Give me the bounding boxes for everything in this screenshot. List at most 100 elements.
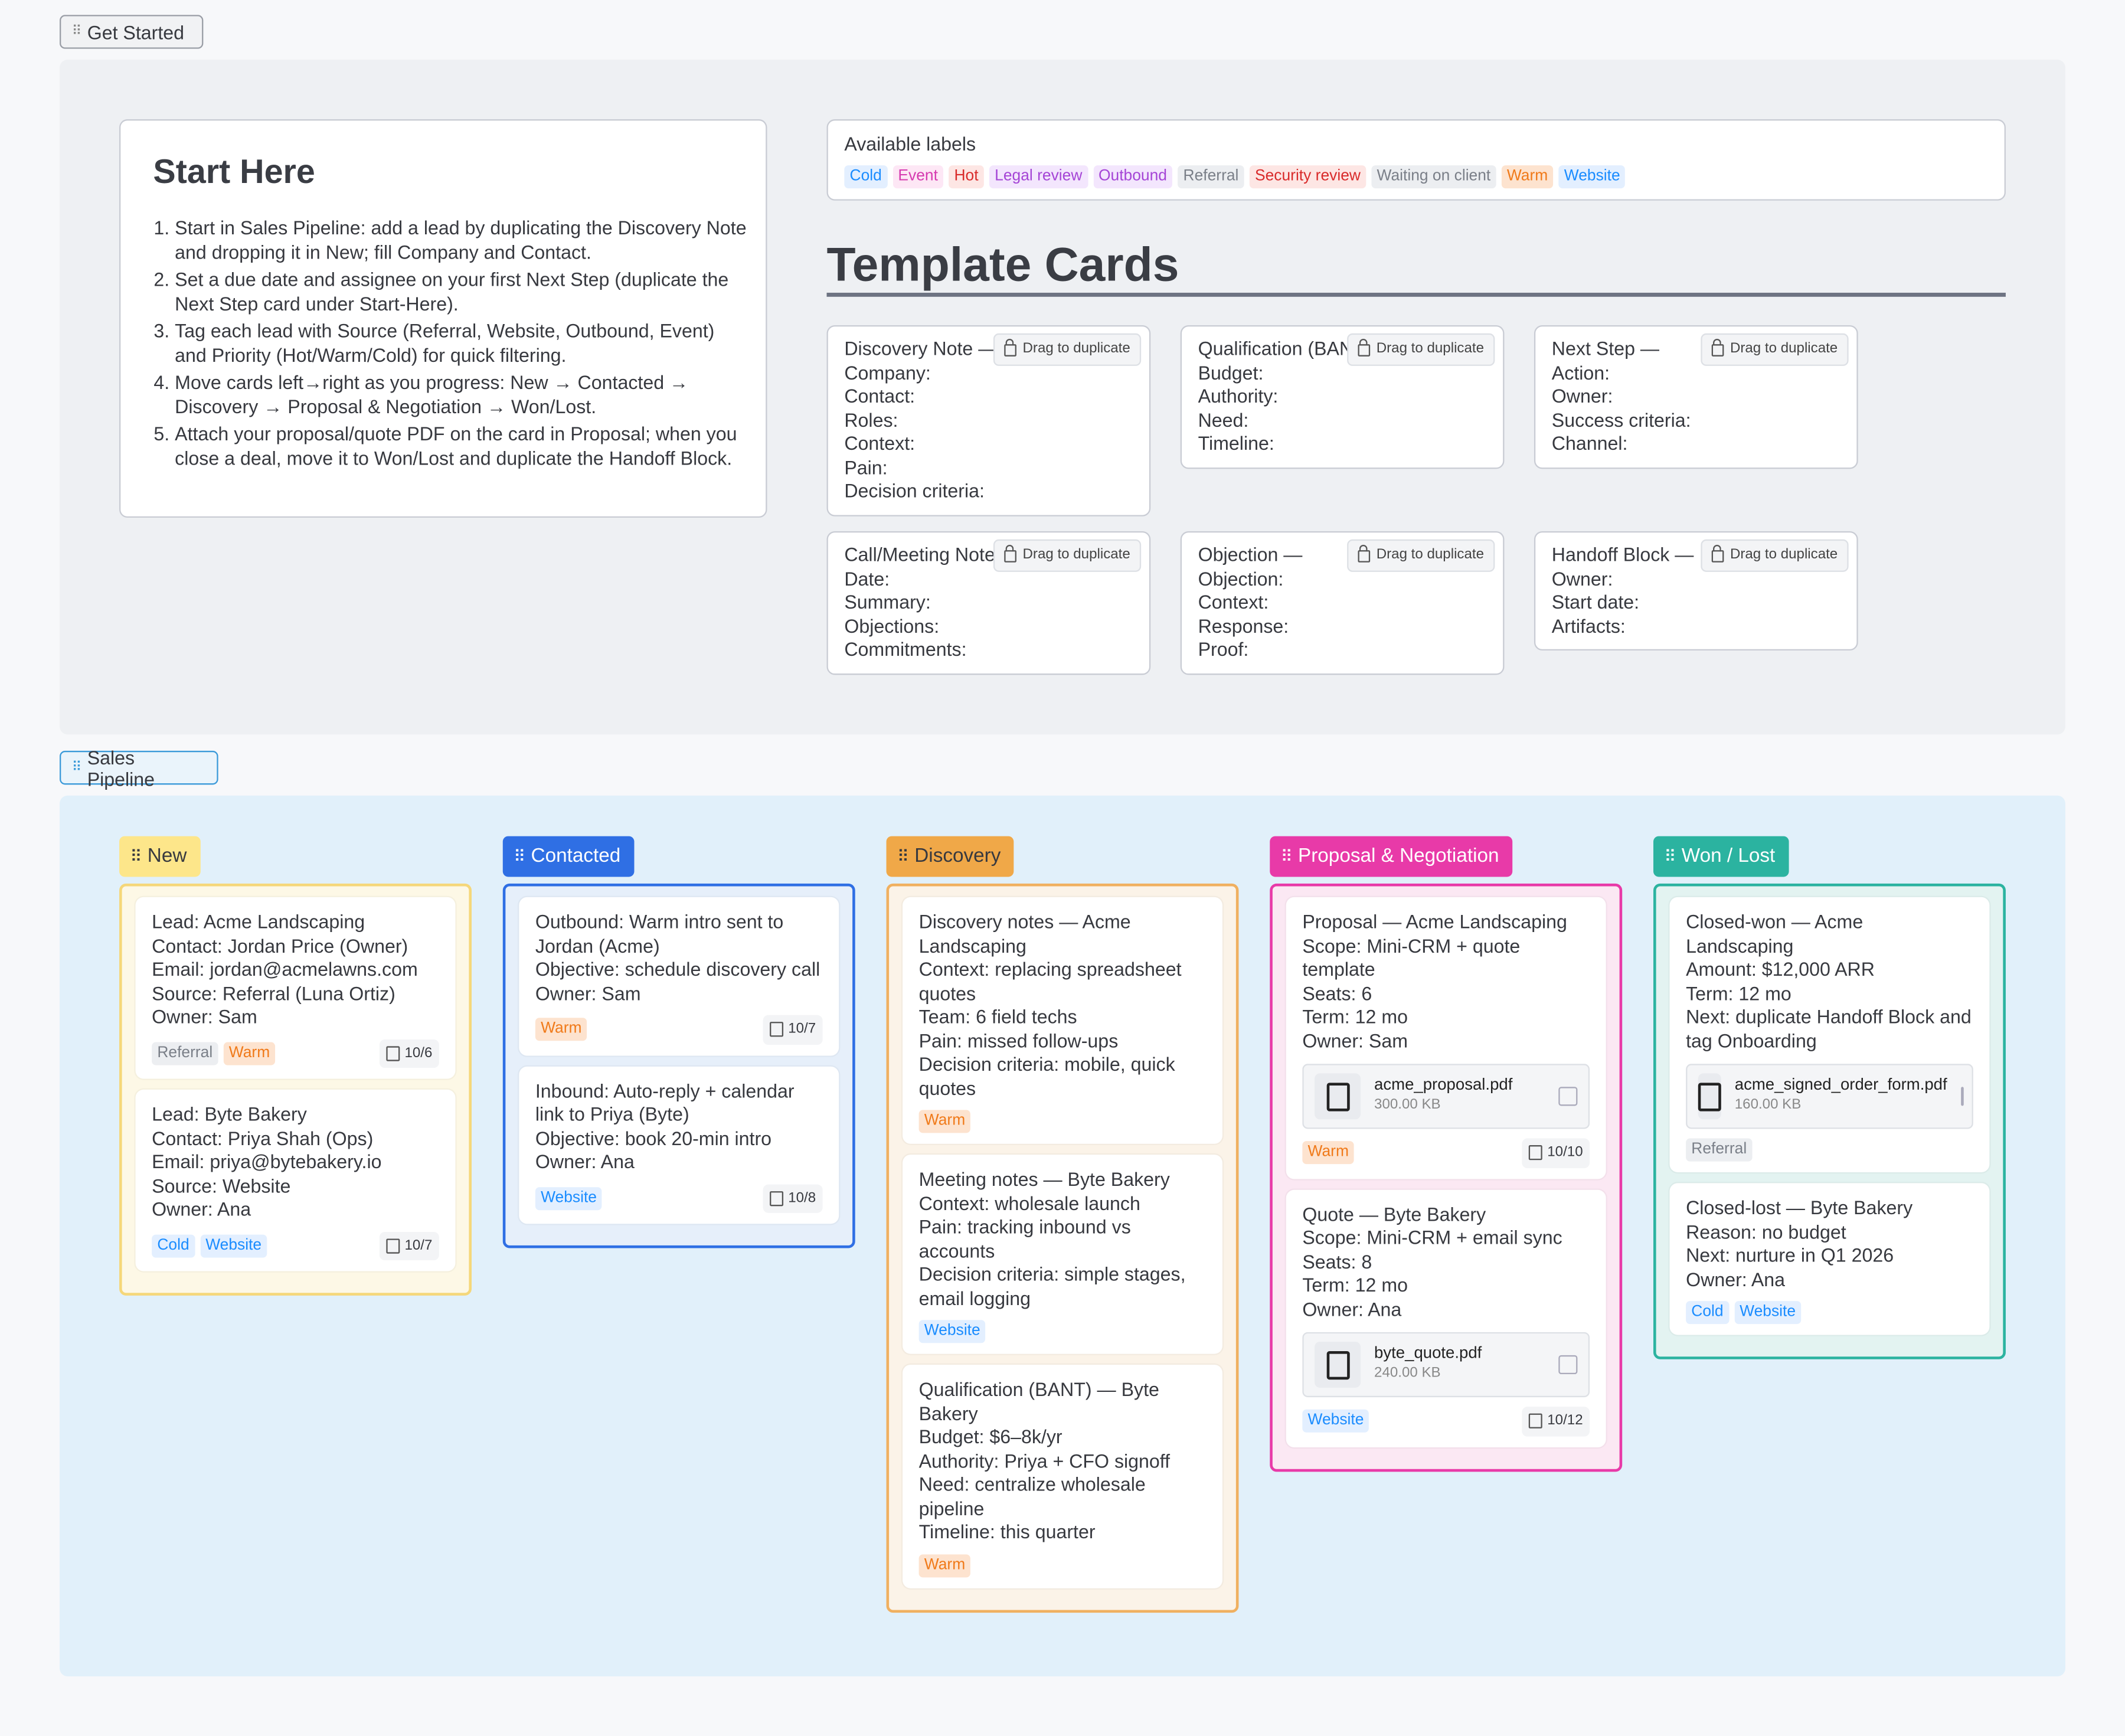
due-date[interactable]: 10/12 — [1521, 1407, 1590, 1436]
label-tag-warm[interactable]: Warm — [1302, 1141, 1355, 1165]
card-footer: Referral — [1686, 1138, 1973, 1162]
tab-get-started[interactable]: ⠿ Get Started — [60, 15, 204, 49]
due-date[interactable]: 10/10 — [1521, 1138, 1590, 1168]
pipeline-card[interactable]: Outbound: Warm intro sent to Jordan (Acm… — [519, 897, 839, 1055]
column-title: New — [147, 845, 187, 868]
pipeline-card[interactable]: Qualification (BANT) — Byte Bakery Budget… — [903, 1364, 1222, 1588]
pipeline-card[interactable]: Meeting notes — Byte Bakery Context: whol… — [903, 1155, 1222, 1354]
template-card[interactable]: Next Step — Action: Owner: Success criteria… — [1534, 325, 1858, 469]
tab-sales-pipeline[interactable]: ⠿ Sales Pipeline — [60, 746, 218, 789]
label-tag-hot[interactable]: Hot — [949, 165, 984, 189]
pipeline-card[interactable]: Quote — Byte Bakery Scope: Mini-CRM + ema… — [1286, 1189, 1606, 1447]
label-tag-referral[interactable]: Referral — [1178, 165, 1244, 189]
label-tag-warm[interactable]: Warm — [223, 1041, 276, 1065]
template-line: Context: — [844, 432, 916, 455]
pipeline-column: Outbound: Warm intro sent to Jordan (Acm… — [502, 883, 855, 1248]
labels-list: Cold Event Hot Legal review Outbound Referral… — [844, 163, 1988, 189]
label-tag-warm[interactable]: Warm — [1501, 165, 1554, 189]
due-date[interactable]: 10/6 — [378, 1038, 439, 1068]
tab-label: Sales Pipeline — [87, 746, 155, 790]
pipeline-card[interactable]: Discovery notes — Acme Landscaping Contex… — [903, 897, 1222, 1144]
card-line: Discovery notes — Acme Landscaping — [918, 910, 1131, 956]
template-card[interactable]: Objection — Objection: Context: Response: Pr… — [1180, 531, 1505, 675]
label-tag-cold[interactable]: Cold — [1686, 1301, 1729, 1325]
column-header-contacted[interactable]: ⠿ Contacted — [502, 836, 635, 877]
duplicate-label: Drag to duplicate — [1730, 340, 1838, 357]
label-tag-security-review[interactable]: Security review — [1249, 165, 1366, 189]
due-date[interactable]: 10/7 — [378, 1231, 439, 1261]
label-tag-cold[interactable]: Cold — [152, 1234, 195, 1258]
pipeline-card[interactable]: Lead: Byte Bakery Contact: Priya Shah (Op… — [135, 1089, 456, 1271]
label-tag-referral[interactable]: Referral — [152, 1041, 218, 1065]
column-header-new[interactable]: ⠿ New — [119, 836, 201, 877]
drag-to-duplicate-button[interactable]: Drag to duplicate — [992, 539, 1142, 571]
lock-icon — [1711, 545, 1724, 563]
duplicate-label: Drag to duplicate — [1376, 340, 1485, 357]
pipeline-card[interactable]: Lead: Acme Landscaping Contact: Jordan Pr… — [135, 897, 456, 1079]
label-tag-website[interactable]: Website — [918, 1320, 986, 1343]
template-line: Next Step — — [1551, 337, 1660, 359]
attachment[interactable]: acme_signed_order_form.pdf 160.00 KB — [1686, 1064, 1973, 1129]
card-line: Lead: Byte Bakery — [152, 1103, 307, 1125]
attachment[interactable]: byte_quote.pdf 240.00 KB — [1302, 1332, 1590, 1398]
label-tag-website[interactable]: Website — [1558, 165, 1626, 189]
label-tag-event[interactable]: Event — [892, 165, 944, 189]
pipeline-card[interactable]: Inbound: Auto-reply + calendar link to P… — [519, 1065, 839, 1224]
label-tag-waiting-on-client[interactable]: Waiting on client — [1371, 165, 1496, 189]
card-footer: Warm — [918, 1554, 1207, 1577]
card-line: Term: 12 mo — [1302, 1005, 1408, 1028]
template-line: Roles: — [844, 408, 898, 430]
step-item: Attach your proposal/quote PDF on the ca… — [175, 423, 749, 470]
due-date[interactable]: 10/7 — [762, 1015, 823, 1044]
card-line: Owner: Ana — [1302, 1297, 1402, 1320]
pipeline-card[interactable]: Closed-won — Acme Landscaping Amount: $12… — [1669, 897, 1990, 1172]
label-tag-outbound[interactable]: Outbound — [1093, 165, 1173, 189]
template-card[interactable]: Call/Meeting Notes — Date: Summary: Objecti… — [826, 531, 1151, 675]
card-line: Context: wholesale launch — [918, 1192, 1140, 1214]
label-tag-referral[interactable]: Referral — [1686, 1138, 1753, 1162]
open-external-icon[interactable] — [1558, 1087, 1578, 1106]
drag-handle-icon: ⠿ — [514, 846, 525, 867]
label-tag-website[interactable]: Website — [1734, 1301, 1802, 1325]
template-line: Owner: — [1551, 567, 1613, 589]
card-footer: Website 10/12 — [1302, 1407, 1590, 1436]
column-title: Contacted — [531, 845, 621, 868]
pipeline-card[interactable]: Proposal — Acme Landscaping Scope: Mini-C… — [1286, 897, 1606, 1179]
column-header-won-lost[interactable]: ⠿ Won / Lost — [1653, 836, 1789, 877]
card-footer: Warm 10/7 — [535, 1015, 823, 1044]
tab-label: Get Started — [87, 21, 185, 43]
drag-handle-icon: ⠿ — [130, 846, 142, 867]
open-external-icon[interactable] — [1558, 1355, 1578, 1375]
template-card[interactable]: Discovery Note — Company: Contact: Roles: Co… — [826, 325, 1151, 516]
available-labels-title: Available labels — [844, 132, 976, 155]
drag-to-duplicate-button[interactable]: Drag to duplicate — [1346, 333, 1495, 365]
start-here-title: Start Here — [153, 153, 315, 191]
label-tag-warm[interactable]: Warm — [918, 1554, 971, 1577]
attachment[interactable]: acme_proposal.pdf 300.00 KB — [1302, 1064, 1590, 1129]
label-tag-website[interactable]: Website — [200, 1234, 267, 1258]
duplicate-label: Drag to duplicate — [1730, 546, 1838, 563]
template-card[interactable]: Qualification (BANT) — Budget: Authority: N… — [1180, 325, 1505, 469]
open-external-icon[interactable] — [1960, 1087, 1964, 1106]
drag-to-duplicate-button[interactable]: Drag to duplicate — [1700, 539, 1849, 571]
due-date-text: 10/12 — [1547, 1412, 1583, 1428]
column-header-proposal-negotiation[interactable]: ⠿ Proposal & Negotiation — [1270, 836, 1513, 877]
column-header-discovery[interactable]: ⠿ Discovery — [886, 836, 1015, 877]
label-tag-cold[interactable]: Cold — [844, 165, 888, 189]
due-date-text: 10/8 — [788, 1189, 816, 1206]
label-tag-warm[interactable]: Warm — [535, 1018, 587, 1041]
lock-icon — [1357, 339, 1370, 357]
drag-to-duplicate-button[interactable]: Drag to duplicate — [1700, 333, 1849, 365]
label-tag-warm[interactable]: Warm — [918, 1110, 971, 1133]
template-line: Contact: — [844, 385, 916, 407]
drag-to-duplicate-button[interactable]: Drag to duplicate — [1346, 539, 1495, 571]
due-date[interactable]: 10/8 — [762, 1184, 823, 1213]
card-line: Timeline: this quarter — [918, 1521, 1096, 1542]
template-card[interactable]: Handoff Block — Owner: Start date: Artifact… — [1534, 531, 1858, 651]
label-tag-website[interactable]: Website — [535, 1186, 603, 1210]
card-line: Next: duplicate Handoff Block and tag On… — [1686, 1005, 1972, 1051]
label-tag-legal-review[interactable]: Legal review — [989, 165, 1088, 189]
pipeline-card[interactable]: Closed-lost — Byte Bakery Reason: no budg… — [1669, 1183, 1990, 1335]
drag-to-duplicate-button[interactable]: Drag to duplicate — [992, 333, 1142, 365]
label-tag-website[interactable]: Website — [1302, 1410, 1369, 1433]
